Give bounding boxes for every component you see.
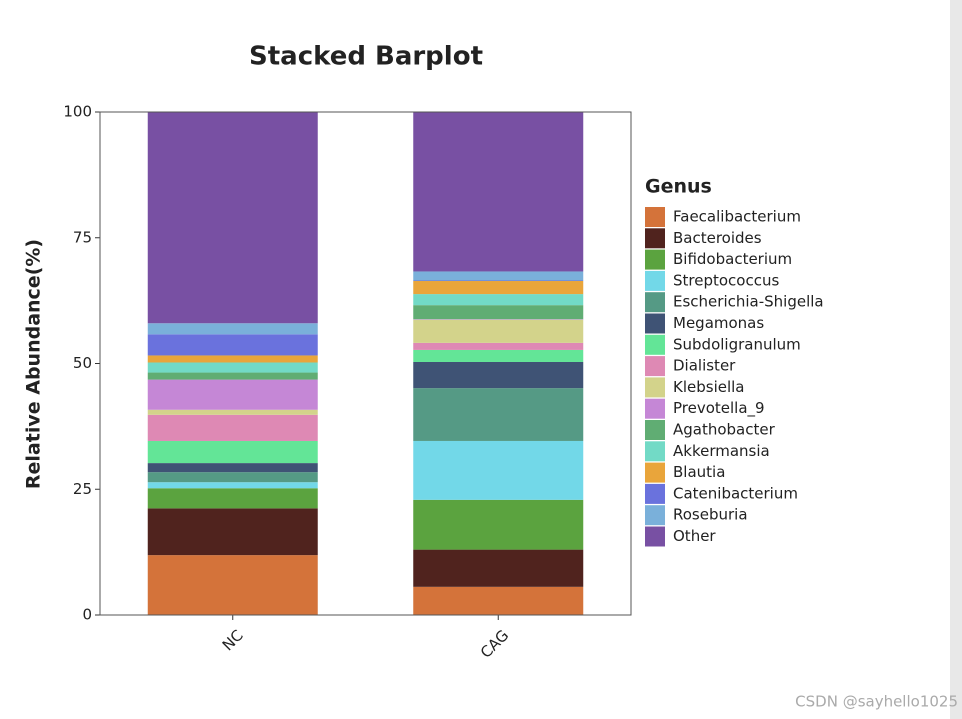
x-tick-label: CAG <box>477 626 512 661</box>
plot-border <box>99 111 632 616</box>
legend-swatch <box>645 207 665 227</box>
legend-label: Blautia <box>673 463 725 481</box>
bar-segment <box>147 440 318 464</box>
legend-swatch <box>645 249 665 270</box>
legend-label: Agathobacter <box>673 421 776 439</box>
legend-swatch <box>645 377 665 398</box>
y-tick-label: 25 <box>73 480 92 498</box>
y-tick-label: 0 <box>82 606 92 624</box>
legend-title: Genus <box>645 176 712 198</box>
bar-segment <box>147 482 318 489</box>
legend-label: Catenibacterium <box>673 484 798 502</box>
legend-swatch <box>645 441 665 462</box>
bar-segment <box>413 319 584 320</box>
bar-segment <box>147 508 318 556</box>
bar-segment <box>413 388 584 441</box>
bar-segment <box>413 280 584 282</box>
legend-label: Prevotella_9 <box>673 399 765 418</box>
bar-segment <box>147 334 318 356</box>
legend-swatch <box>645 270 665 291</box>
legend-swatch <box>645 398 665 419</box>
scrollbar-track <box>950 0 962 719</box>
legend-label: Megamonas <box>673 314 764 332</box>
bar-segment <box>413 586 584 615</box>
legend-label: Klebsiella <box>673 378 745 396</box>
bar-segment <box>147 472 318 483</box>
bar-segment <box>413 271 584 281</box>
bar-segment <box>147 372 318 380</box>
bar-segment <box>413 342 584 350</box>
y-tick-label: 50 <box>73 354 92 372</box>
legend-swatch <box>645 420 665 440</box>
bar-segment <box>147 355 318 363</box>
x-tick-label: NC <box>219 626 247 654</box>
legend-swatch <box>645 462 665 483</box>
bar-segment <box>147 555 318 615</box>
legend-swatch <box>645 483 665 504</box>
legend-swatch <box>645 292 665 313</box>
legend-swatch <box>645 334 665 355</box>
bar-segment <box>147 488 318 509</box>
bar-segment <box>147 414 318 441</box>
bar-segment <box>413 281 584 295</box>
legend-label: Dialister <box>673 357 736 375</box>
bar-segment <box>413 319 584 343</box>
bar-segment <box>147 409 318 415</box>
legend-label: Streptococcus <box>673 271 779 289</box>
bar-segment <box>413 294 584 306</box>
legend-label: Faecalibacterium <box>673 208 801 226</box>
legend-swatch <box>645 505 665 526</box>
bar-segment <box>413 440 584 500</box>
bar-segment <box>147 362 318 373</box>
watermark: CSDN @sayhello1025 <box>795 693 958 711</box>
bar-segment <box>413 305 584 320</box>
legend-label: Escherichia-Shigella <box>673 293 824 311</box>
bar-segment <box>147 379 318 410</box>
bar-segment <box>413 549 584 587</box>
y-tick-label: 100 <box>63 103 92 121</box>
legend-swatch <box>645 228 665 249</box>
legend-label: Roseburia <box>673 506 748 524</box>
bar-segment <box>413 499 584 550</box>
legend-swatch <box>645 356 665 377</box>
bar-segment <box>147 112 318 324</box>
bar-segment <box>147 463 318 473</box>
legend-swatch <box>645 526 665 547</box>
bar-segment <box>413 361 584 389</box>
y-tick-label: 75 <box>73 228 92 246</box>
legend-swatch <box>645 313 665 334</box>
chart-title: Stacked Barplot <box>249 42 483 72</box>
bar-segment <box>147 323 318 335</box>
legend-label: Akkermansia <box>673 442 770 460</box>
legend-label: Bifidobacterium <box>673 250 792 268</box>
legend-label: Subdoligranulum <box>673 335 801 353</box>
legend-label: Bacteroides <box>673 229 762 247</box>
bar-segment <box>413 349 584 362</box>
bar-segment <box>413 112 584 272</box>
legend-label: Other <box>673 527 716 545</box>
y-axis-label: Relative Abundance(%) <box>23 239 45 489</box>
